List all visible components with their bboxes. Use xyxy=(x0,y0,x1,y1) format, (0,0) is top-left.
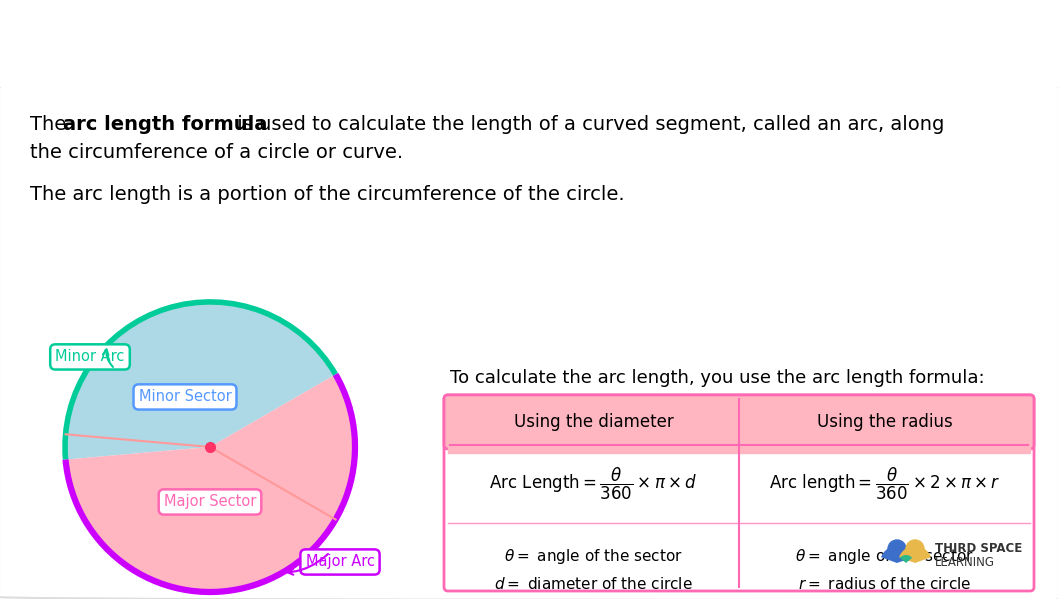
Text: The: The xyxy=(30,115,73,134)
Text: is used to calculate the length of a curved segment, called an arc, along: is used to calculate the length of a cur… xyxy=(231,115,945,134)
FancyBboxPatch shape xyxy=(444,395,1034,449)
Text: Minor Arc: Minor Arc xyxy=(55,349,125,364)
Text: To calculate the arc length, you use the arc length formula:: To calculate the arc length, you use the… xyxy=(450,369,985,387)
Circle shape xyxy=(888,540,906,558)
Text: The arc length is a portion of the circumference of the circle.: The arc length is a portion of the circu… xyxy=(30,185,624,204)
Circle shape xyxy=(906,540,924,558)
Text: $\mathrm{Arc\ length} = \dfrac{\theta}{360} \times 2 \times \pi \times r$: $\mathrm{Arc\ length} = \dfrac{\theta}{3… xyxy=(769,466,1000,502)
Wedge shape xyxy=(881,546,913,563)
Wedge shape xyxy=(900,555,912,563)
Text: Using the diameter: Using the diameter xyxy=(513,413,673,431)
Wedge shape xyxy=(899,546,931,563)
Text: arc length formula: arc length formula xyxy=(63,115,268,134)
Wedge shape xyxy=(66,374,355,592)
Text: the circumference of a circle or curve.: the circumference of a circle or curve. xyxy=(30,143,403,162)
Text: Major Sector: Major Sector xyxy=(164,494,256,510)
Text: $\mathrm{Arc\ Length} = \dfrac{\theta}{360} \times \pi \times d$: $\mathrm{Arc\ Length} = \dfrac{\theta}{3… xyxy=(490,466,697,502)
Text: LEARNING: LEARNING xyxy=(935,556,995,570)
Text: Arc Length Formula: Arc Length Formula xyxy=(23,27,485,69)
Text: THIRD SPACE: THIRD SPACE xyxy=(935,543,1022,555)
Text: $\theta =$ angle of the sector
$d =$ diameter of the circle: $\theta =$ angle of the sector $d =$ dia… xyxy=(494,546,693,592)
Text: Major Arc: Major Arc xyxy=(306,555,375,570)
Text: Using the radius: Using the radius xyxy=(817,413,952,431)
Text: $\theta =$ angle of the sector
$r =$ radius of the circle: $\theta =$ angle of the sector $r =$ rad… xyxy=(796,546,974,592)
Wedge shape xyxy=(65,302,335,459)
Text: Minor Sector: Minor Sector xyxy=(139,389,232,404)
FancyBboxPatch shape xyxy=(444,395,1034,591)
